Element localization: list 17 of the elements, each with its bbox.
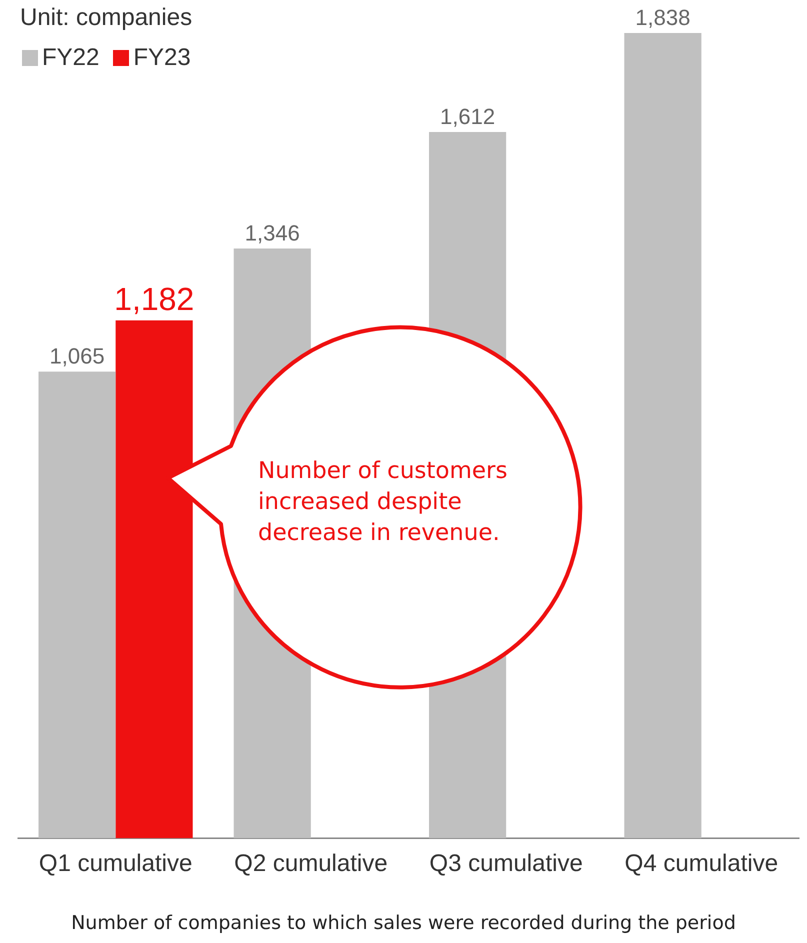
bar [116,320,193,838]
bar [38,372,116,838]
bar [624,33,702,838]
data-label: 1,838 [635,5,690,30]
x-tick-label: Q4 cumulative [624,850,778,878]
annotation: Number of customers increased despite decrease in revenue. [258,457,508,548]
y-axis-title: Unit: companies [20,4,192,32]
legend-label: FY23 [132,44,191,72]
data-label: 1,612 [440,104,496,130]
x-tick-label: Q3 cumulative [429,850,583,878]
data-label: 1,065 [50,344,105,369]
legend-label: FY22 [41,44,100,72]
data-label: 1,346 [244,220,300,246]
data-label: 1,182 [114,281,194,318]
text: Number of companies to which sales were recorded during the period [70,912,737,934]
x-tick-label: Q2 cumulative [234,850,388,878]
x-tick-label: Q1 cumulative [38,850,192,878]
